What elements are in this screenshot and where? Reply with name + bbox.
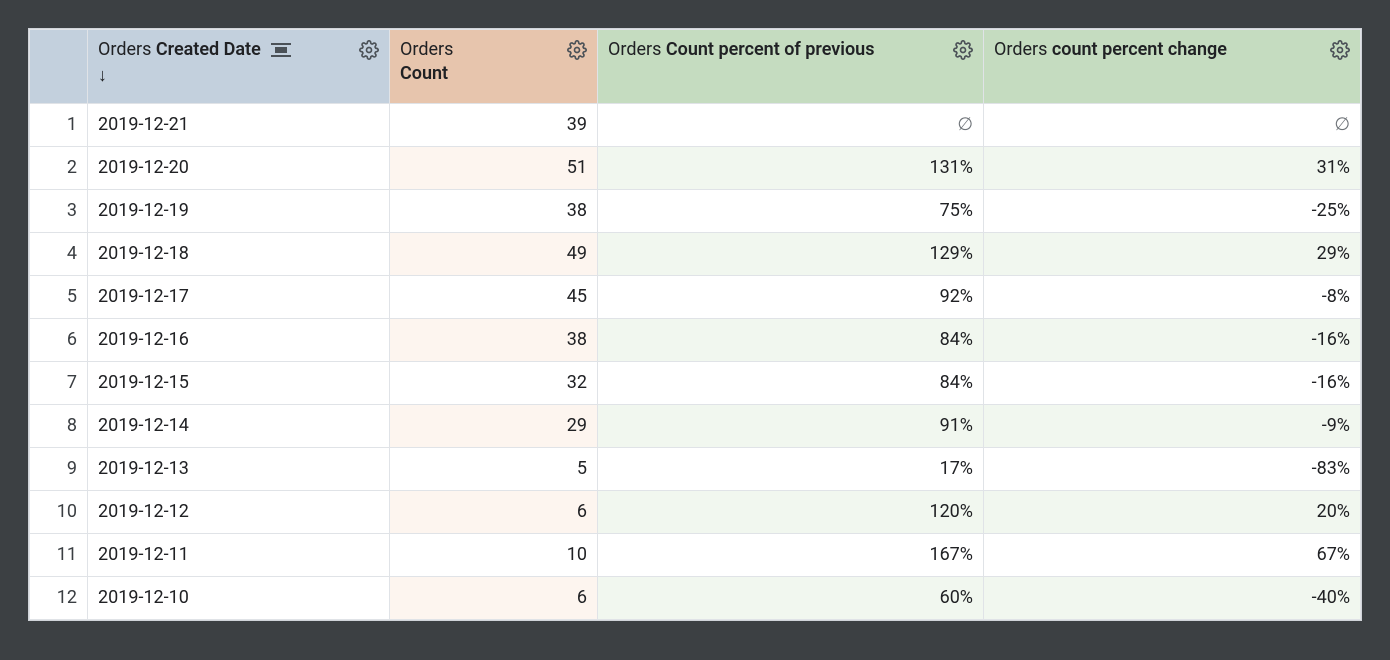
pivot-icon[interactable] (271, 41, 291, 62)
created-date-cell[interactable]: 2019-12-14 (88, 405, 390, 448)
table-row: 112019-12-1110167%67% (30, 534, 1361, 577)
col-label-prefix: Orders (400, 39, 453, 60)
row-index-cell[interactable]: 4 (30, 233, 88, 276)
percent-previous-cell[interactable]: 75% (598, 190, 984, 233)
table-row: 32019-12-193875%-25% (30, 190, 1361, 233)
created-date-cell[interactable]: 2019-12-12 (88, 491, 390, 534)
row-index-cell[interactable]: 10 (30, 491, 88, 534)
data-table: Orders Created Date ↓ (28, 28, 1362, 621)
percent-change-cell[interactable]: 20% (984, 491, 1361, 534)
gear-icon[interactable] (359, 40, 379, 65)
orders-count-cell[interactable]: 38 (390, 190, 598, 233)
percent-previous-cell[interactable]: 167% (598, 534, 984, 577)
percent-change-cell[interactable]: -40% (984, 577, 1361, 620)
row-index-cell[interactable]: 9 (30, 448, 88, 491)
table-row: 102019-12-126120%20% (30, 491, 1361, 534)
orders-count-cell[interactable]: 29 (390, 405, 598, 448)
table-row: 82019-12-142991%-9% (30, 405, 1361, 448)
orders-count-cell[interactable]: 32 (390, 362, 598, 405)
gear-icon[interactable] (567, 40, 587, 65)
percent-previous-cell[interactable]: 17% (598, 448, 984, 491)
percent-change-cell[interactable]: -9% (984, 405, 1361, 448)
percent-previous-cell[interactable]: 92% (598, 276, 984, 319)
created-date-cell[interactable]: 2019-12-11 (88, 534, 390, 577)
percent-change-cell[interactable]: ∅ (984, 104, 1361, 147)
col-label-main: Count percent of previous (666, 39, 875, 60)
percent-change-cell[interactable]: -83% (984, 448, 1361, 491)
col-header-created-date[interactable]: Orders Created Date ↓ (88, 30, 390, 104)
orders-count-cell[interactable]: 5 (390, 448, 598, 491)
table-row: 22019-12-2051131%31% (30, 147, 1361, 190)
created-date-cell[interactable]: 2019-12-10 (88, 577, 390, 620)
percent-previous-cell[interactable]: 84% (598, 362, 984, 405)
col-label-main: Created Date (156, 39, 261, 60)
percent-change-cell[interactable]: 67% (984, 534, 1361, 577)
table-row: 72019-12-153284%-16% (30, 362, 1361, 405)
col-header-orders-count[interactable]: Orders Count (390, 30, 598, 104)
row-index-cell[interactable]: 3 (30, 190, 88, 233)
orders-count-cell[interactable]: 45 (390, 276, 598, 319)
row-index-cell[interactable]: 12 (30, 577, 88, 620)
col-header-index (30, 30, 88, 104)
percent-previous-cell[interactable]: 129% (598, 233, 984, 276)
created-date-cell[interactable]: 2019-12-15 (88, 362, 390, 405)
col-header-percent-change[interactable]: Orders count percent change (984, 30, 1361, 104)
percent-previous-cell[interactable]: 131% (598, 147, 984, 190)
percent-change-cell[interactable]: -16% (984, 319, 1361, 362)
col-label-main: count percent change (1052, 39, 1227, 60)
percent-previous-cell[interactable]: 84% (598, 319, 984, 362)
row-index-cell[interactable]: 2 (30, 147, 88, 190)
percent-change-cell[interactable]: -8% (984, 276, 1361, 319)
percent-previous-cell[interactable]: 91% (598, 405, 984, 448)
orders-count-cell[interactable]: 10 (390, 534, 598, 577)
col-label-main: Count (400, 63, 448, 84)
gear-icon[interactable] (1330, 40, 1350, 65)
orders-count-cell[interactable]: 49 (390, 233, 598, 276)
row-index-cell[interactable]: 5 (30, 276, 88, 319)
table-row: 92019-12-13517%-83% (30, 448, 1361, 491)
col-label-prefix: Orders (98, 39, 156, 60)
table-row: 62019-12-163884%-16% (30, 319, 1361, 362)
orders-count-cell[interactable]: 38 (390, 319, 598, 362)
table-header-row: Orders Created Date ↓ (30, 30, 1361, 104)
created-date-cell[interactable]: 2019-12-13 (88, 448, 390, 491)
row-index-cell[interactable]: 8 (30, 405, 88, 448)
created-date-cell[interactable]: 2019-12-17 (88, 276, 390, 319)
created-date-cell[interactable]: 2019-12-18 (88, 233, 390, 276)
orders-count-cell[interactable]: 6 (390, 491, 598, 534)
table-row: 42019-12-1849129%29% (30, 233, 1361, 276)
percent-change-cell[interactable]: -16% (984, 362, 1361, 405)
table-row: 12019-12-2139∅∅ (30, 104, 1361, 147)
row-index-cell[interactable]: 11 (30, 534, 88, 577)
table-row: 52019-12-174592%-8% (30, 276, 1361, 319)
gear-icon[interactable] (953, 40, 973, 65)
col-label-prefix: Orders (994, 39, 1052, 60)
row-index-cell[interactable]: 6 (30, 319, 88, 362)
col-label-prefix: Orders (608, 39, 666, 60)
created-date-cell[interactable]: 2019-12-19 (88, 190, 390, 233)
created-date-cell[interactable]: 2019-12-21 (88, 104, 390, 147)
created-date-cell[interactable]: 2019-12-20 (88, 147, 390, 190)
percent-change-cell[interactable]: 29% (984, 233, 1361, 276)
percent-previous-cell[interactable]: ∅ (598, 104, 984, 147)
orders-count-cell[interactable]: 51 (390, 147, 598, 190)
col-header-percent-of-previous[interactable]: Orders Count percent of previous (598, 30, 984, 104)
orders-count-cell[interactable]: 6 (390, 577, 598, 620)
percent-change-cell[interactable]: 31% (984, 147, 1361, 190)
orders-count-cell[interactable]: 39 (390, 104, 598, 147)
table-row: 122019-12-10660%-40% (30, 577, 1361, 620)
sort-indicator: ↓ (98, 64, 291, 88)
row-index-cell[interactable]: 1 (30, 104, 88, 147)
percent-previous-cell[interactable]: 120% (598, 491, 984, 534)
percent-previous-cell[interactable]: 60% (598, 577, 984, 620)
created-date-cell[interactable]: 2019-12-16 (88, 319, 390, 362)
percent-change-cell[interactable]: -25% (984, 190, 1361, 233)
row-index-cell[interactable]: 7 (30, 362, 88, 405)
